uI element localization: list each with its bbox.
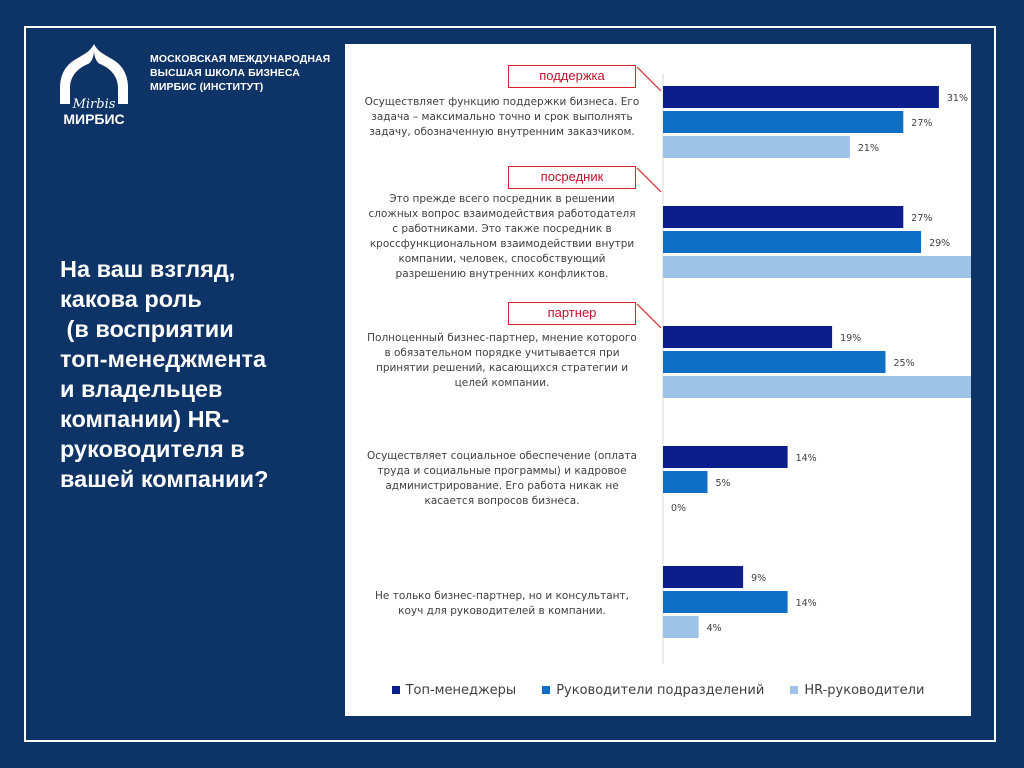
bar-2-1 — [663, 351, 886, 373]
school-name: МОСКОВСКАЯ МЕЖДУНАРОДНАЯ ВЫСШАЯ ШКОЛА БИ… — [150, 52, 350, 94]
annotation-connector-2 — [636, 303, 662, 329]
school-name-line1: МОСКОВСКАЯ МЕЖДУНАРОДНАЯ — [150, 53, 331, 65]
legend-label: Руководители подразделений — [556, 682, 765, 698]
category-label-line: труда и социальные программы) и кадровое — [377, 465, 627, 477]
category-label-line: в обязательном порядке учитывается при — [384, 347, 620, 359]
category-label-line: компании, человек, способствующий — [398, 253, 606, 265]
annotation-connector-1 — [636, 167, 662, 193]
slide-question: На ваш взгляд, какова роль (в восприятии… — [60, 256, 269, 492]
school-name-line3: МИРБИС (ИНСТИТУТ) — [150, 81, 264, 93]
bar-4-0 — [663, 566, 744, 588]
data-label-0-2: 21% — [858, 143, 879, 154]
category-label-line: Это прежде всего посредник в решении — [389, 193, 615, 205]
logo-text: МИРБИС — [63, 111, 124, 127]
bar-0-0 — [663, 86, 939, 108]
category-label-line: задачу, обозначенную внутренним заказчик… — [369, 126, 635, 138]
school-name-line2: ВЫСШАЯ ШКОЛА БИЗНЕСА — [150, 67, 300, 79]
data-label-0-0: 31% — [947, 93, 968, 104]
annotation-tag-0: поддержка — [508, 65, 636, 88]
category-label-line: целей компании. — [454, 377, 550, 389]
data-label-4-1: 14% — [796, 598, 817, 609]
bar-2-2 — [663, 376, 971, 398]
category-label-line: Не только бизнес-партнер, но и консульта… — [375, 590, 629, 602]
data-label-4-2: 4% — [707, 623, 722, 634]
category-label-line: Осуществляет социальное обеспечение (опл… — [367, 450, 637, 462]
chart-legend: Топ-менеджеры Руководители подразделений H… — [345, 680, 971, 700]
mirbis-logo-icon: Mirbis МИРБИС — [60, 44, 128, 127]
category-label-line: сложных вопрос взаимодействия работодате… — [368, 208, 636, 220]
bar-1-0 — [663, 206, 904, 228]
category-label: Осуществляет социальное обеспечение (опл… — [349, 449, 655, 509]
annotation-connector-0 — [636, 66, 662, 92]
bar-chart: 31%27%21%27%29%36%19%25%39%14%5%0%9%14%4… — [636, 66, 971, 664]
bar-3-0 — [663, 446, 788, 468]
category-label-line: коуч для руководителей в компании. — [398, 605, 606, 617]
legend-swatch — [790, 686, 799, 694]
bar-2-0 — [663, 326, 833, 348]
category-label-line: администрирование. Его работа никак не — [385, 480, 619, 492]
bar-0-1 — [663, 111, 904, 133]
legend-item: Руководители подразделений — [542, 683, 764, 698]
category-label: Осуществляет функцию поддержки бизнеса. … — [349, 95, 655, 140]
data-label-2-0: 19% — [840, 333, 861, 344]
category-label: Не только бизнес-партнер, но и консульта… — [349, 589, 655, 619]
data-label-3-0: 14% — [796, 453, 817, 464]
legend-label: HR-руководители — [804, 682, 925, 698]
legend-label: Топ-менеджеры — [405, 682, 517, 698]
bar-0-2 — [663, 136, 850, 158]
bar-3-1 — [663, 471, 708, 493]
slide-frame — [24, 26, 996, 742]
chart-panel: 31%27%21%27%29%36%19%25%39%14%5%0%9%14%4… — [345, 44, 971, 716]
data-label-3-2: 0% — [671, 503, 686, 514]
bar-4-2 — [663, 616, 699, 638]
bar-4-1 — [663, 591, 788, 613]
data-label-1-0: 27% — [911, 213, 932, 224]
category-label-line: задача – максимально точно и срок выполн… — [371, 111, 633, 123]
category-label-line: кроссфункциональном взаимодействии внутр… — [369, 238, 635, 250]
annotation-tag-2: партнер — [508, 302, 636, 325]
logo-script: Mirbis — [72, 97, 116, 112]
category-label-line: с работниками. Это также посредник в — [392, 223, 612, 235]
category-label: Это прежде всего посредник в решении слож… — [349, 192, 655, 282]
legend-swatch — [391, 686, 400, 694]
data-label-4-0: 9% — [751, 573, 766, 584]
category-label-line: Осуществляет функцию поддержки бизнеса. … — [364, 96, 640, 108]
category-label-line: Полноценный бизнес-партнер, мнение котор… — [367, 332, 637, 344]
category-label-line: разрешению внутренних конфликтов. — [395, 268, 609, 280]
legend-swatch — [542, 686, 551, 694]
bar-1-2 — [663, 256, 971, 278]
annotation-tag-1: посредник — [508, 166, 636, 189]
data-label-0-1: 27% — [911, 118, 932, 129]
category-label-line: принятии решений, касающихся стратегии и — [375, 362, 629, 374]
data-label-1-1: 29% — [929, 238, 950, 249]
bar-1-1 — [663, 231, 922, 253]
data-label-3-1: 5% — [716, 478, 731, 489]
category-label: Полноценный бизнес-партнер, мнение котор… — [349, 331, 655, 391]
category-label-line: касается вопросов бизнеса. — [424, 495, 580, 507]
data-label-2-1: 25% — [894, 358, 915, 369]
legend-item: Топ-менеджеры — [391, 682, 517, 698]
legend-item: HR-руководители — [790, 683, 924, 698]
